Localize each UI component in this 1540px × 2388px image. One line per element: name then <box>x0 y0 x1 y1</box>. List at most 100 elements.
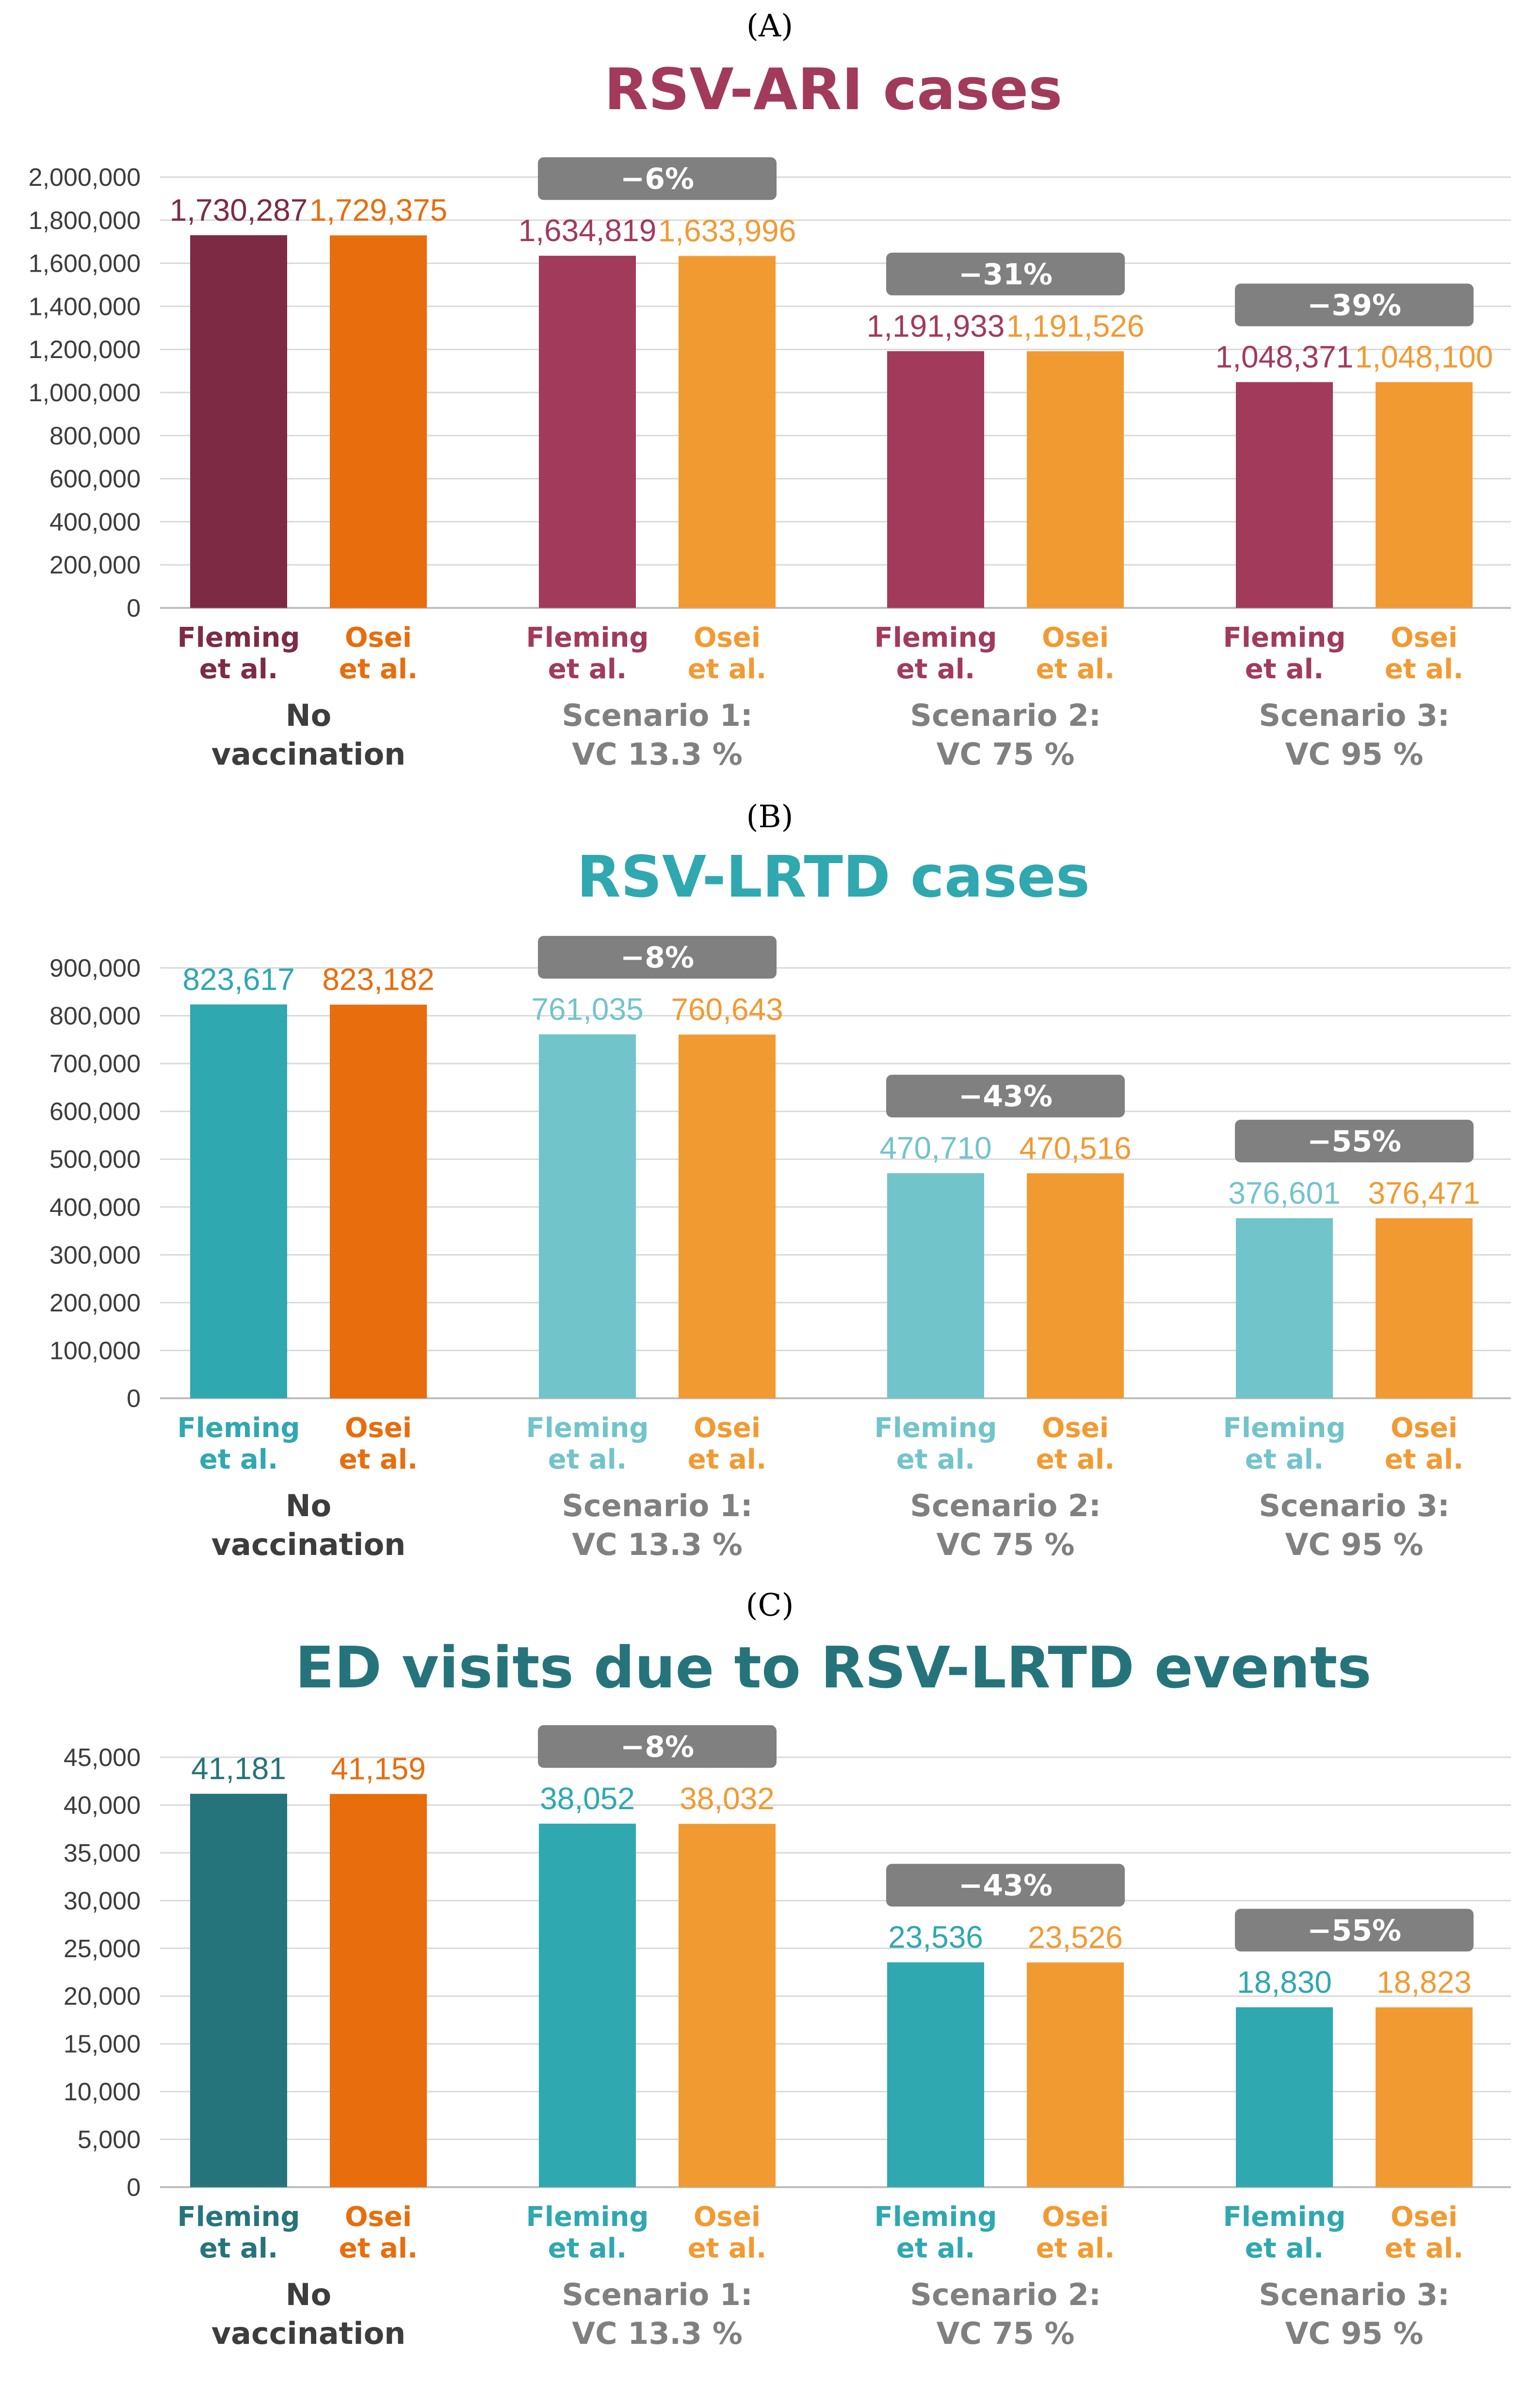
panel-a-y-tick-label: 1,200,000 <box>29 336 141 364</box>
panel-a-bar <box>330 235 427 608</box>
panel-b-bar <box>190 1004 287 1398</box>
panel-b-bar-value-label: 376,601 <box>1228 1176 1340 1210</box>
panel-b-y-tick-label: 300,000 <box>49 1241 141 1269</box>
panel-c-bar <box>190 1794 287 2187</box>
panel-c-group-label: No <box>286 2277 331 2312</box>
panel-c-series-label: Fleming <box>1223 2201 1346 2233</box>
panel-b-group-label: VC 13.3 % <box>572 1527 743 1562</box>
panel-c-series-label: Osei <box>345 2201 412 2233</box>
panel-b-series-label: Osei <box>1042 1412 1109 1444</box>
panel-b-bar <box>1027 1173 1124 1398</box>
panel-b-series-label: Fleming <box>178 1412 300 1444</box>
panel-a-bar <box>1376 382 1473 608</box>
panel-a-series-label: Fleming <box>526 622 649 654</box>
panel-b-series-label: et al. <box>1036 1444 1115 1475</box>
panel-a-y-tick-label: 1,600,000 <box>29 250 141 278</box>
panel-a-series-label: Osei <box>694 622 761 654</box>
panel-b-reduction-badge <box>538 935 777 979</box>
panel-c-y-tick-label: 35,000 <box>64 1839 141 1867</box>
panel-b-bar-value-label: 376,471 <box>1368 1176 1480 1210</box>
panel-b-bar <box>330 1004 427 1398</box>
panel-a-series-label: et al. <box>1385 654 1464 685</box>
panel-b-bar-value-label: 823,617 <box>182 962 294 997</box>
panel-c-chart: 0 5,000 10,000 15,000 20,000 25,000 30,000 35,0… <box>64 1725 1511 2351</box>
panel-a-series-label: Osei <box>345 622 412 654</box>
panel-c-series-label: Fleming <box>178 2201 300 2233</box>
panel-c-group-label: Scenario 3: <box>1259 2277 1449 2312</box>
panel-b-bar-value-label: 470,516 <box>1019 1130 1131 1165</box>
panel-c-bar <box>539 1823 636 2187</box>
panel-a-bar <box>679 256 776 608</box>
panel-c-series-label: et al. <box>199 2233 278 2264</box>
panel-a-series-label: et al. <box>548 654 627 685</box>
panel-c-reduction-label: −55% <box>1307 1914 1401 1947</box>
panel-c-y-tick-label: 10,000 <box>64 2078 141 2106</box>
panel-a-reduction-badge <box>538 157 777 200</box>
panel-a-series-label: et al. <box>199 654 278 685</box>
panel-b-label: (B) <box>746 799 794 835</box>
panel-a-bar-value-label: 1,730,287 <box>170 193 308 228</box>
panel-c-reduction-label: −43% <box>958 1869 1053 1903</box>
panel-b-y-tick-label: 900,000 <box>49 954 141 982</box>
panel-b-group-label: Scenario 2: <box>910 1488 1101 1523</box>
panel-a-y-tick-label: 200,000 <box>49 551 141 579</box>
panel-a-reduction-label: −39% <box>1307 289 1401 323</box>
panel-c-y-tick-label: 30,000 <box>64 1887 141 1915</box>
panel-a-title: RSV-ARI cases <box>604 56 1063 123</box>
panel-b-series-label: Osei <box>1391 1412 1458 1444</box>
panel-a-y-tick-label: 0 <box>127 594 141 622</box>
panel-c-bar-value-label: 38,052 <box>540 1781 635 1816</box>
panel-b-reduction-badge <box>1235 1119 1474 1162</box>
panel-a-bar-value-label: 1,191,933 <box>867 309 1005 343</box>
panel-a-group-label: vaccination <box>211 736 406 772</box>
panel-b-reduction-label: −43% <box>958 1080 1053 1113</box>
panel-a-bar <box>1236 382 1333 608</box>
panel-c-y-tick-label: 25,000 <box>64 1935 141 1963</box>
panel-c-y-tick-label: 45,000 <box>64 1744 141 1772</box>
panel-b-reduction-label: −8% <box>620 941 694 975</box>
panel-b-series-label: Fleming <box>1223 1412 1346 1444</box>
panel-b-bar-value-label: 761,035 <box>531 992 643 1027</box>
panel-b-series-label: et al. <box>688 1444 767 1475</box>
panel-c-bar <box>330 1794 427 2187</box>
panel-c-reduction-badge <box>538 1725 777 1768</box>
panel-a-y-tick-label: 800,000 <box>49 422 141 450</box>
panel-a-bar-value-label: 1,048,100 <box>1355 340 1493 375</box>
panel-a-series-label: et al. <box>688 654 767 685</box>
panel-b-reduction-label: −55% <box>1307 1125 1401 1159</box>
panel-c-y-tick-label: 20,000 <box>64 1982 141 2011</box>
panel-a-group-label: Scenario 1: <box>562 698 752 733</box>
panel-b-series-label: Fleming <box>526 1412 649 1444</box>
panel-b-group-label: No <box>286 1488 331 1523</box>
panel-a-bar-value-label: 1,191,526 <box>1006 309 1145 343</box>
panel-c-group-label: VC 75 % <box>936 2316 1074 2351</box>
panel-c-group-label: vaccination <box>211 2316 406 2351</box>
panel-a-bar-value-label: 1,729,375 <box>309 193 448 228</box>
panel-c-series-label: et al. <box>896 2233 975 2264</box>
panel-c-bar-value-label: 41,159 <box>331 1751 426 1786</box>
panel-a-bar-value-label: 1,048,371 <box>1216 340 1354 375</box>
panel-b-series-label: et al. <box>896 1444 975 1475</box>
panel-b-series-label: Osei <box>694 1412 761 1444</box>
panel-c-bar-value-label: 41,181 <box>191 1751 286 1786</box>
panel-b-series-label: et al. <box>199 1444 278 1475</box>
panel-c-group-label: Scenario 2: <box>910 2277 1101 2312</box>
panel-b-title: RSV-LRTD cases <box>577 843 1090 910</box>
panel-b-group-label: vaccination <box>211 1527 406 1562</box>
panel-a-chart: 0 200,000 400,000 600,000 800,000 1,000,000 1,… <box>29 157 1511 772</box>
panel-a-bar <box>539 256 636 608</box>
panel-c-reduction-label: −8% <box>620 1730 694 1764</box>
panel-b-bar-value-label: 470,710 <box>879 1130 991 1165</box>
panel-a-bar <box>1027 351 1124 608</box>
panel-a-y-tick-label: 1,000,000 <box>29 379 141 407</box>
panel-b: (B) RSV-LRTD cases 0 100,000 200,000 300,00… <box>49 799 1511 1562</box>
panel-c-bar-value-label: 23,536 <box>888 1920 983 1955</box>
panel-b-group-label: Scenario 1: <box>562 1488 752 1523</box>
panel-a-y-tick-label: 1,400,000 <box>29 293 141 321</box>
panel-b-group-label: Scenario 3: <box>1259 1488 1449 1523</box>
panel-a-group-label: Scenario 2: <box>910 698 1101 733</box>
panel-a-group-label: VC 13.3 % <box>572 736 743 772</box>
panel-a-reduction-label: −31% <box>958 258 1053 292</box>
panel-c-series-label: Osei <box>1391 2201 1458 2233</box>
panel-b-bar-value-label: 823,182 <box>322 962 434 997</box>
